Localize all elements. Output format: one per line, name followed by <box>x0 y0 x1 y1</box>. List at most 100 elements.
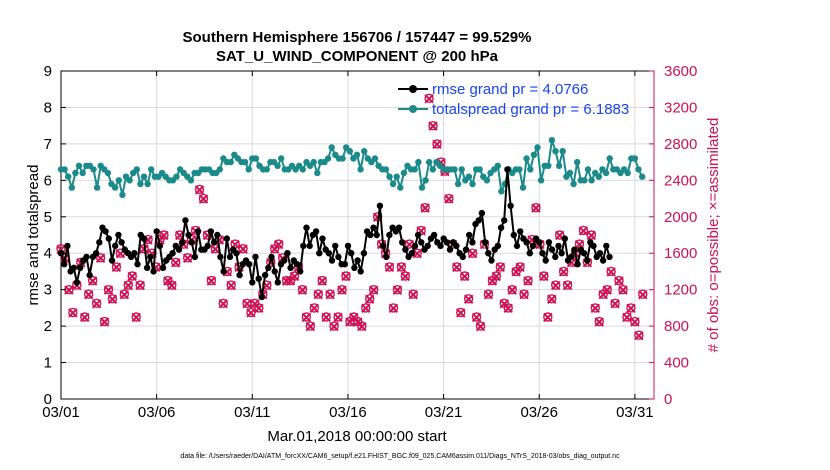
rmse-point <box>606 253 613 261</box>
rmse-point <box>561 235 568 242</box>
rmse-point <box>437 242 444 250</box>
obs-x-stroke <box>175 230 185 241</box>
obs-x-stroke <box>301 312 312 323</box>
obs-assimilated-point <box>111 262 122 273</box>
totalspread-point <box>61 166 68 173</box>
rmse-point <box>252 253 259 261</box>
obs-possible-point <box>313 289 323 299</box>
totalspread-point <box>148 166 155 173</box>
obs-x-stroke <box>444 194 454 204</box>
obs-x-stroke <box>357 321 367 332</box>
obs-x-stroke <box>574 239 585 250</box>
obs-possible-point <box>495 262 506 272</box>
rmse-point <box>376 202 384 209</box>
obs-possible-point <box>396 262 407 272</box>
obs-assimilated-point <box>107 294 118 304</box>
rmse-point <box>182 217 189 224</box>
obs-assimilated-point <box>254 303 264 314</box>
rmse-point <box>526 250 533 257</box>
obs-assimilated-point <box>159 230 169 241</box>
totalspread-point <box>65 173 72 180</box>
obs-possible-point <box>543 312 553 322</box>
obs-x-stroke <box>408 289 418 300</box>
totalspread-point <box>133 166 140 173</box>
obs-possible-point <box>131 312 141 322</box>
obs-x-stroke <box>289 271 300 282</box>
rmse-point <box>488 257 495 264</box>
obs-assimilated-point <box>507 285 517 295</box>
rmse-point <box>179 239 186 246</box>
obs-possible-point <box>515 262 525 272</box>
rmse-point <box>408 250 415 257</box>
obs-possible-point <box>107 294 118 304</box>
obs-x-stroke <box>254 303 264 314</box>
rmse-point <box>507 202 514 209</box>
obs-possible-point <box>594 316 604 327</box>
totalspread-point <box>415 158 422 166</box>
obs-assimilated-point <box>289 271 300 282</box>
obs-assimilated-point <box>558 267 569 277</box>
totalspread-point <box>299 166 306 173</box>
x-tick-label: 03/21 <box>425 404 463 421</box>
obs-assimilated-point <box>103 285 114 295</box>
obs-x-stroke <box>127 271 137 282</box>
x-tick-label: 03/06 <box>138 404 176 421</box>
obs-possible-point <box>424 93 434 104</box>
obs-possible-point <box>368 284 379 295</box>
obs-assimilated-point <box>630 317 640 327</box>
rmse-point <box>424 242 431 250</box>
obs-x-stroke <box>238 244 248 254</box>
rmse-point <box>271 268 278 275</box>
obs-x-stroke <box>361 303 371 314</box>
totalspread-point <box>245 166 252 173</box>
obs-possible-point <box>135 280 145 290</box>
obs-assimilated-point <box>444 194 454 204</box>
rmse-point <box>348 250 355 257</box>
rmse-point <box>529 242 537 250</box>
rmse-point <box>402 246 409 253</box>
obs-possible-point <box>159 230 169 240</box>
rmse-point <box>245 261 253 268</box>
rmse-point <box>316 250 323 257</box>
obs-x-stroke <box>452 262 462 273</box>
legend: rmse grand pr = 4.0766 totalspread grand… <box>398 81 629 118</box>
obs-possible-point <box>171 257 181 268</box>
rmse-point <box>204 242 211 250</box>
rmse-point <box>360 250 368 257</box>
totalspread-point <box>144 180 151 188</box>
obs-possible-point <box>456 307 466 318</box>
obs-assimilated-point <box>206 276 217 286</box>
obs-assimilated-point <box>325 289 335 300</box>
obs-x-stroke <box>349 312 359 323</box>
rmse-point <box>580 250 588 257</box>
obs-assimilated-point <box>590 303 601 314</box>
obs-assimilated-point <box>273 239 284 250</box>
totalspread-point <box>465 173 473 180</box>
obs-assimilated-point <box>547 294 557 304</box>
rmse-point <box>536 239 543 246</box>
obs-assimilated-point <box>618 285 628 295</box>
obs-assimilated-point <box>384 262 395 273</box>
obs-possible-point <box>634 330 644 340</box>
x-tick-label: 03/11 <box>234 404 270 421</box>
rmse-point <box>60 261 68 268</box>
obs-possible-point <box>80 312 90 322</box>
obs-x-stroke <box>495 262 506 273</box>
rmse-point <box>513 242 521 250</box>
obs-assimilated-point <box>539 271 549 282</box>
obs-x-stroke <box>400 271 411 282</box>
rmse-series <box>57 166 613 301</box>
obs-assimilated-point <box>99 317 110 327</box>
obs-assimilated-point <box>198 194 209 204</box>
obs-assimilated-point <box>412 248 422 259</box>
rmse-point <box>150 268 157 275</box>
obs-x-stroke <box>111 262 122 273</box>
totalspread-point <box>422 177 429 184</box>
obs-assimilated-point <box>463 294 474 304</box>
y-right-tick-label: 2400 <box>664 172 697 189</box>
obs-assimilated-point <box>594 317 604 327</box>
totalspread-point <box>324 155 332 162</box>
obs-x-stroke <box>618 285 628 295</box>
obs-possible-point <box>638 289 648 299</box>
totalspread-point <box>418 184 426 191</box>
